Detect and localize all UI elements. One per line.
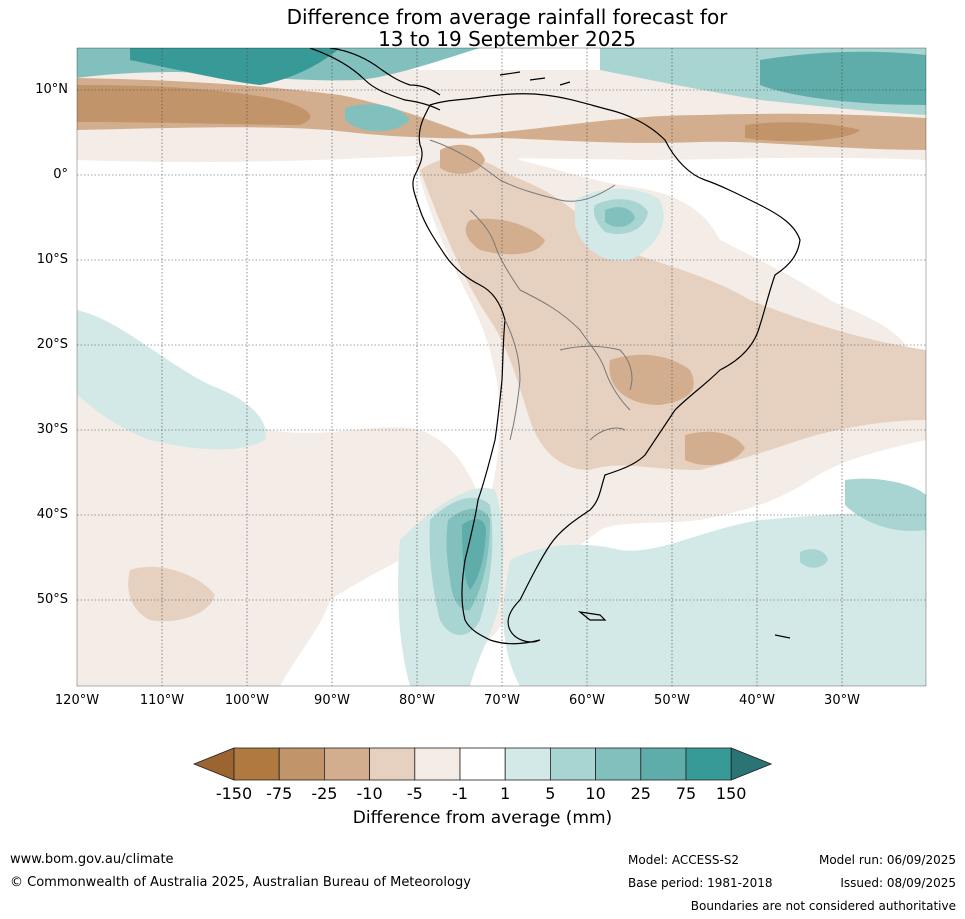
colorbar-swatch <box>323 747 370 781</box>
colorbar-tick-label: -25 <box>311 784 338 803</box>
colorbar-tick-label: -10 <box>356 784 383 803</box>
colorbar-tick-label: -1 <box>452 784 468 803</box>
colorbar-swatch <box>414 747 461 781</box>
wet-core-patagonia-strong <box>462 518 486 590</box>
falklands <box>577 611 607 621</box>
colorbar-tick-label: 1 <box>500 784 511 803</box>
colorbar-swatch <box>595 747 642 781</box>
map-frame <box>76 47 927 687</box>
colorbar-tick-label: 10 <box>585 784 606 803</box>
footer-disclaimer: Boundaries are not considered authoritat… <box>690 899 956 913</box>
colorbar-tick-label: -75 <box>266 784 293 803</box>
footer-issued: Issued: 08/09/2025 <box>840 876 956 890</box>
dry-blob-southwest <box>128 566 215 622</box>
colorbar-tick-label: 150 <box>715 784 747 803</box>
lat-label-10n: 10°N <box>35 82 68 97</box>
graticule <box>77 48 926 686</box>
wet-field-southeast-pacific <box>77 310 266 450</box>
colorbar-tick-label: 75 <box>675 784 697 803</box>
lon-label-60w: 60°W <box>569 693 605 708</box>
colorbar-swatch <box>550 747 597 781</box>
lon-label-50w: 50°W <box>654 693 690 708</box>
wet-band-north-strong <box>130 48 340 85</box>
lat-label-0: 0° <box>53 167 68 182</box>
dry-core-se-brazil <box>685 431 745 466</box>
colorbar-swatch <box>504 747 551 781</box>
colorbar-tick-label: -150 <box>215 784 253 803</box>
lon-label-90w: 90°W <box>314 693 350 708</box>
colorbar-swatch <box>640 747 687 781</box>
lat-label-10s: 10°S <box>36 252 68 267</box>
colorbar-tick-label: 5 <box>545 784 556 803</box>
map-title-line2: 13 to 19 September 2025 <box>378 27 636 51</box>
colorbar-extend-low <box>192 747 235 781</box>
wet-patch-amazon-core <box>605 207 635 227</box>
lat-label-50s: 50°S <box>36 592 68 607</box>
footer-model: Model: ACCESS-S2 <box>628 853 740 867</box>
country-borders <box>429 139 633 441</box>
dry-core-colombia <box>440 144 485 174</box>
dry-band-north-strong <box>77 85 311 125</box>
wet-patch-south-atlantic <box>845 478 926 531</box>
central-america-coastline <box>309 48 441 111</box>
caribbean-islands <box>499 71 571 86</box>
colorbar-extend-high <box>730 747 773 781</box>
dry-band-north <box>77 78 926 150</box>
colorbar-title: Difference from average (mm) <box>352 808 613 828</box>
lat-label-40s: 40°S <box>36 507 68 522</box>
map-title-line1: Difference from average rainfall forecas… <box>286 5 728 29</box>
colorbar-swatch <box>233 747 280 781</box>
lon-label-70w: 70°W <box>484 693 520 708</box>
dry-field-interior <box>420 157 926 470</box>
footer-url[interactable]: www.bom.gov.au/climate <box>10 852 174 867</box>
colorbar-swatch <box>459 747 506 781</box>
wet-band-northeast-strong <box>760 51 926 105</box>
lon-label-100w: 100°W <box>224 693 270 708</box>
colorbar-tick-label: -5 <box>406 784 423 803</box>
footer-model-run: Model run: 06/09/2025 <box>818 853 956 867</box>
colorbar-swatch <box>369 747 416 781</box>
lat-label-30s: 30°S <box>36 422 68 437</box>
dry-patch-atlantic <box>745 122 860 142</box>
lon-label-30w: 30°W <box>824 693 860 708</box>
lat-label-20s: 20°S <box>36 337 68 352</box>
south-america-coastline <box>412 93 801 645</box>
colorbar-swatch <box>278 747 325 781</box>
footer-base-period: Base period: 1981-2018 <box>628 876 773 890</box>
lon-label-40w: 40°W <box>739 693 775 708</box>
colorbar-tick-label: 25 <box>630 784 651 803</box>
wet-patch-panama <box>345 104 410 132</box>
colorbar-swatch <box>685 747 732 781</box>
colorbar <box>192 747 773 781</box>
south-georgia <box>774 634 791 639</box>
map-fields <box>77 48 926 686</box>
wet-patch-mid-atlantic <box>800 549 828 568</box>
footer-copyright: © Commonwealth of Australia 2025, Austra… <box>10 875 471 890</box>
lon-label-120w: 120°W <box>54 693 100 708</box>
lon-label-80w: 80°W <box>399 693 435 708</box>
coastlines <box>309 48 801 645</box>
lon-label-110w: 110°W <box>139 693 185 708</box>
